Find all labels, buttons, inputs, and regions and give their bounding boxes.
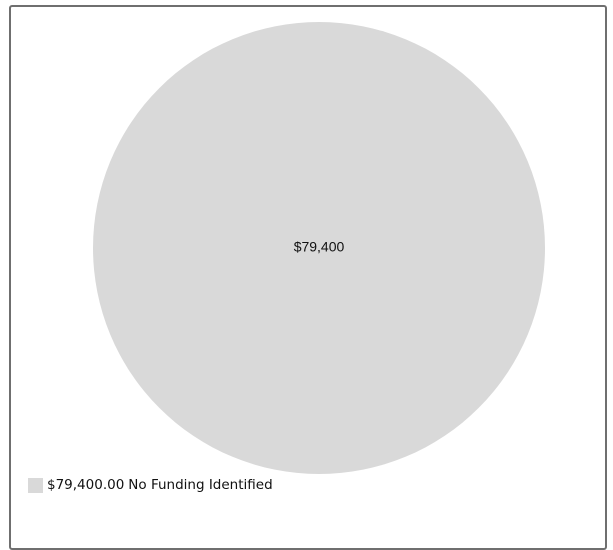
pie-slice <box>93 22 545 474</box>
legend-swatch <box>28 477 43 493</box>
pie-slices <box>93 22 545 474</box>
legend-label: No Funding Identified <box>128 477 273 493</box>
pie-chart: $79,400 <box>93 22 545 474</box>
slice-value-label: $79,400 <box>294 239 345 255</box>
legend: $79,400.00 No Funding Identified <box>28 477 273 493</box>
legend-value: $79,400.00 <box>47 477 125 493</box>
